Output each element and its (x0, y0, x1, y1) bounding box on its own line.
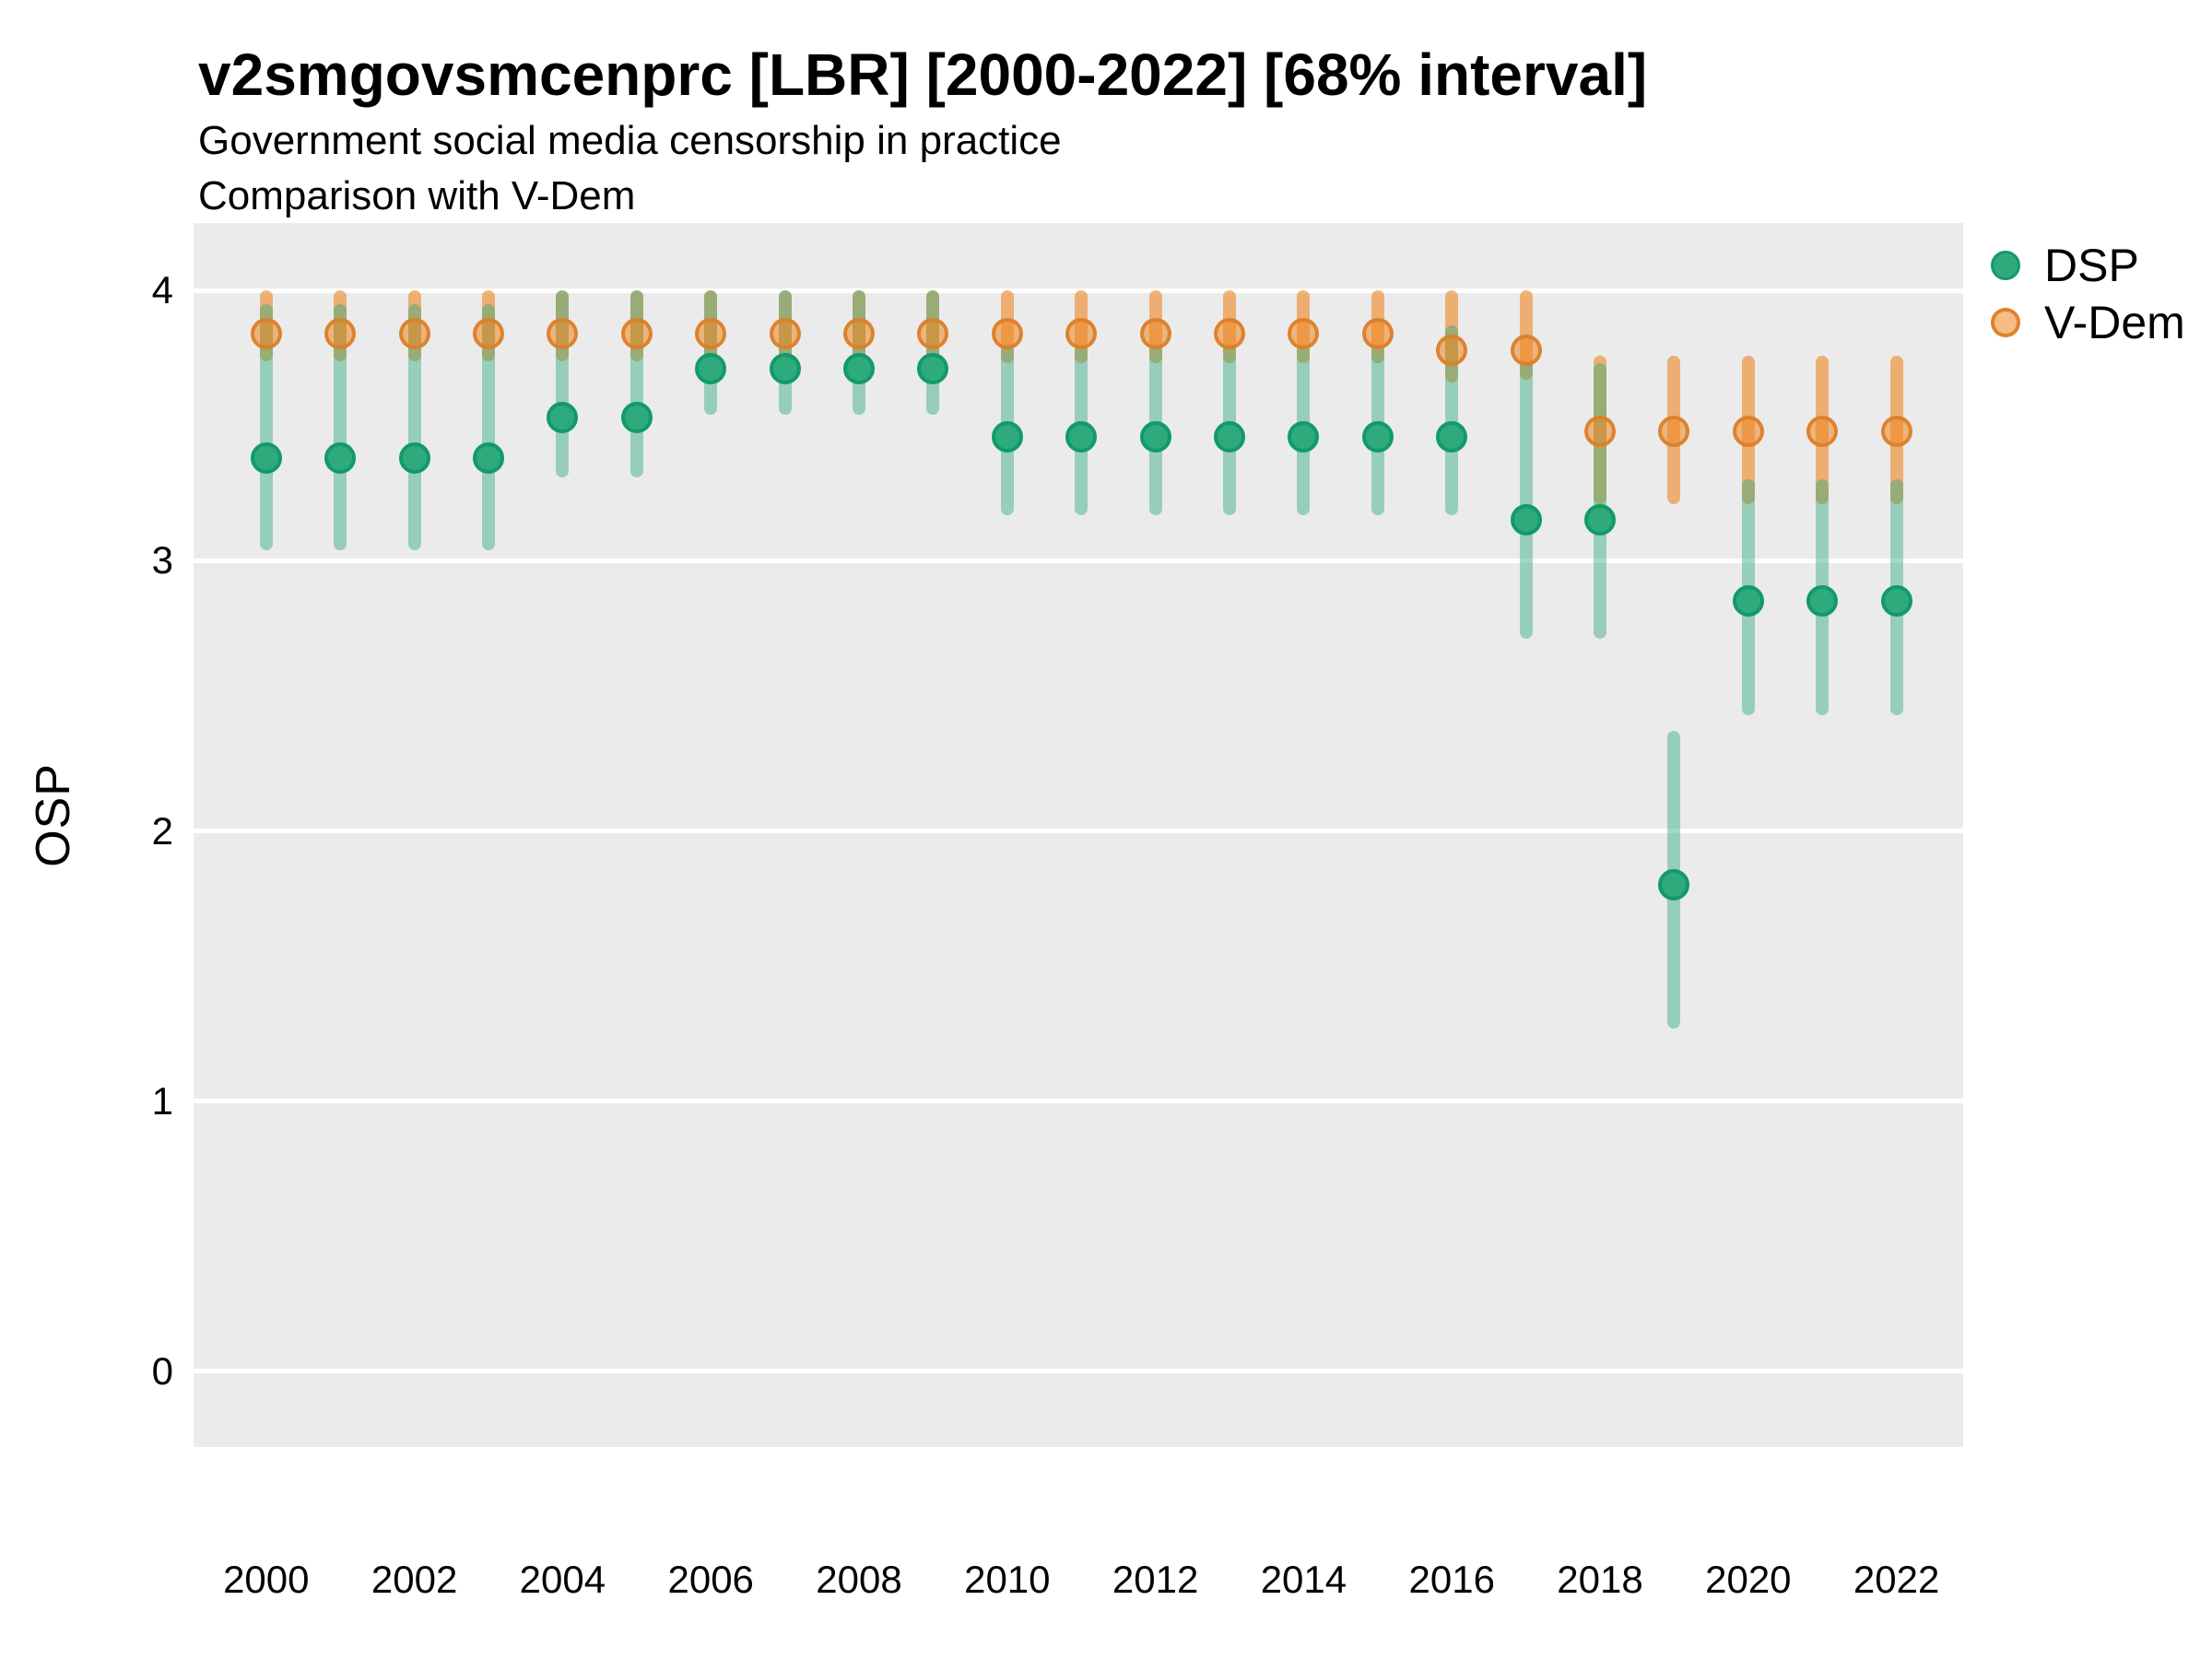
y-tick-label: 3 (151, 538, 173, 582)
vdem-point (1065, 318, 1098, 350)
dsp-swatch-icon (1991, 251, 2020, 280)
vdem-point (1361, 318, 1394, 350)
x-tick-label: 2002 (371, 1558, 458, 1601)
gridline-y-2 (194, 829, 1963, 834)
vdem-point (250, 318, 282, 350)
vdem-point (1214, 318, 1246, 350)
vdem-point (1288, 318, 1320, 350)
vdem-point (1510, 334, 1542, 366)
vdem-point (547, 318, 579, 350)
dsp-point (1436, 420, 1468, 453)
dsp-point (250, 442, 282, 475)
dsp-interval-bar (334, 303, 347, 550)
gridline-y-0 (194, 1369, 1963, 1374)
x-tick-label: 2000 (223, 1558, 310, 1601)
y-tick-label: 1 (151, 1078, 173, 1123)
x-tick-label: 2008 (816, 1558, 902, 1601)
x-tick-label: 2006 (667, 1558, 754, 1601)
legend-label: V-Dem (2044, 297, 2185, 348)
vdem-point (1584, 415, 1617, 447)
dsp-interval-bar (259, 303, 273, 550)
dsp-point (695, 353, 727, 385)
dsp-point (620, 402, 653, 434)
vdem-point (1732, 415, 1764, 447)
dsp-point (1732, 585, 1764, 618)
dsp-interval-bar (1519, 360, 1533, 640)
dsp-point (843, 353, 875, 385)
dsp-point (1806, 585, 1839, 618)
legend-label: DSP (2044, 240, 2139, 291)
legend: DSP V-Dem (1991, 241, 2185, 356)
vdem-swatch-icon (1991, 308, 2020, 337)
dsp-interval-bar (1594, 363, 1607, 640)
gridline-y-3 (194, 558, 1963, 563)
vdem-point (769, 318, 801, 350)
dsp-point (1658, 869, 1690, 901)
dsp-point (398, 442, 430, 475)
x-tick-label: 2014 (1260, 1558, 1347, 1601)
vdem-point (695, 318, 727, 350)
dsp-point (1065, 420, 1098, 453)
dsp-point (1139, 420, 1171, 453)
legend-item-vdem: V-Dem (1991, 299, 2185, 347)
vdem-point (398, 318, 430, 350)
y-tick-label: 4 (151, 268, 173, 312)
x-tick-label: 2012 (1112, 1558, 1199, 1601)
y-axis-title: OSP (27, 763, 80, 867)
title-block: v2smgovsmcenprc [LBR] [2000-2022] [68% i… (198, 41, 1648, 219)
x-tick-label: 2018 (1557, 1558, 1643, 1601)
vdem-point (1658, 415, 1690, 447)
dsp-point (1288, 420, 1320, 453)
dsp-point (473, 442, 504, 475)
vdem-point (324, 318, 357, 350)
dsp-point (991, 420, 1023, 453)
dsp-point (917, 353, 949, 385)
vdem-point (991, 318, 1023, 350)
vdem-point (1139, 318, 1171, 350)
vdem-point (620, 318, 653, 350)
vdem-point (473, 318, 504, 350)
dsp-interval-bar (1445, 325, 1459, 515)
vdem-point (1436, 334, 1468, 366)
dsp-point (1510, 504, 1542, 536)
x-tick-label: 2004 (519, 1558, 606, 1601)
legend-item-dsp: DSP (1991, 241, 2185, 289)
vdem-point (843, 318, 875, 350)
dsp-point (1214, 420, 1246, 453)
x-tick-label: 2016 (1408, 1558, 1495, 1601)
dsp-point (1584, 504, 1617, 536)
vdem-point (917, 318, 949, 350)
y-tick-label: 0 (151, 1348, 173, 1393)
x-tick-label: 2022 (1853, 1558, 1940, 1601)
dsp-point (1880, 585, 1912, 618)
chart-subtitle-comparison: Comparison with V-Dem (198, 173, 636, 219)
chart-subtitle: Government social media censorship in pr… (198, 118, 1062, 164)
dsp-point (1361, 420, 1394, 453)
dsp-point (547, 402, 579, 434)
dsp-interval-bar (407, 303, 421, 550)
dsp-interval-bar (482, 303, 495, 550)
chart-title: v2smgovsmcenprc [LBR] [2000-2022] [68% i… (198, 41, 1648, 108)
gridline-y-1 (194, 1099, 1963, 1104)
vdem-point (1806, 415, 1839, 447)
y-tick-label: 2 (151, 808, 173, 853)
x-tick-label: 2010 (964, 1558, 1051, 1601)
dsp-point (769, 353, 801, 385)
dsp-point (324, 442, 357, 475)
plot-panel (194, 223, 1963, 1447)
x-tick-label: 2020 (1705, 1558, 1792, 1601)
vdem-point (1880, 415, 1912, 447)
